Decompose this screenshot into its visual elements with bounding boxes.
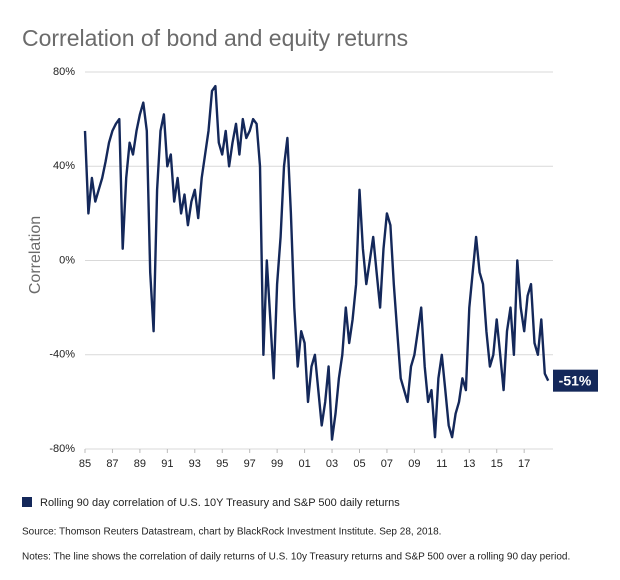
legend-label: Rolling 90 day correlation of U.S. 10Y T… <box>40 497 400 509</box>
y-axis-label: Correlation <box>27 216 44 294</box>
x-tick-label: 87 <box>106 458 118 470</box>
legend-swatch <box>22 497 32 507</box>
x-tick-label: 09 <box>408 458 420 470</box>
x-tick-label: 17 <box>518 458 530 470</box>
x-tick-label: 89 <box>134 458 146 470</box>
y-tick-label: -80% <box>49 443 75 455</box>
end-label-box <box>553 369 598 392</box>
x-tick-label: 01 <box>298 458 310 470</box>
chart-title: Correlation of bond and equity returns <box>22 25 408 51</box>
notes: Notes: The line shows the correlation of… <box>22 552 570 563</box>
y-tick-label: 0% <box>59 254 75 266</box>
x-tick-label: 15 <box>491 458 503 470</box>
x-tick-label: 13 <box>463 458 475 470</box>
data-line <box>83 84 550 441</box>
x-tick-label: 93 <box>189 458 201 470</box>
x-tick-label: 07 <box>381 458 393 470</box>
x-tick-label: 95 <box>216 458 228 470</box>
source-note: Source: Thomson Reuters Datastream, char… <box>22 527 441 538</box>
y-tick-label: 80% <box>53 66 75 78</box>
y-tick-label: 40% <box>53 160 75 172</box>
x-tick-label: 99 <box>271 458 283 470</box>
x-tick-label: 91 <box>161 458 173 470</box>
x-tick-label: 85 <box>79 458 91 470</box>
end-label: -51% <box>559 372 592 388</box>
x-tick-label: 03 <box>326 458 338 470</box>
x-tick-label: 11 <box>436 458 447 470</box>
x-tick-label: 97 <box>244 458 256 470</box>
x-tick-label: 05 <box>353 458 365 470</box>
y-tick-label: -40% <box>49 349 75 361</box>
